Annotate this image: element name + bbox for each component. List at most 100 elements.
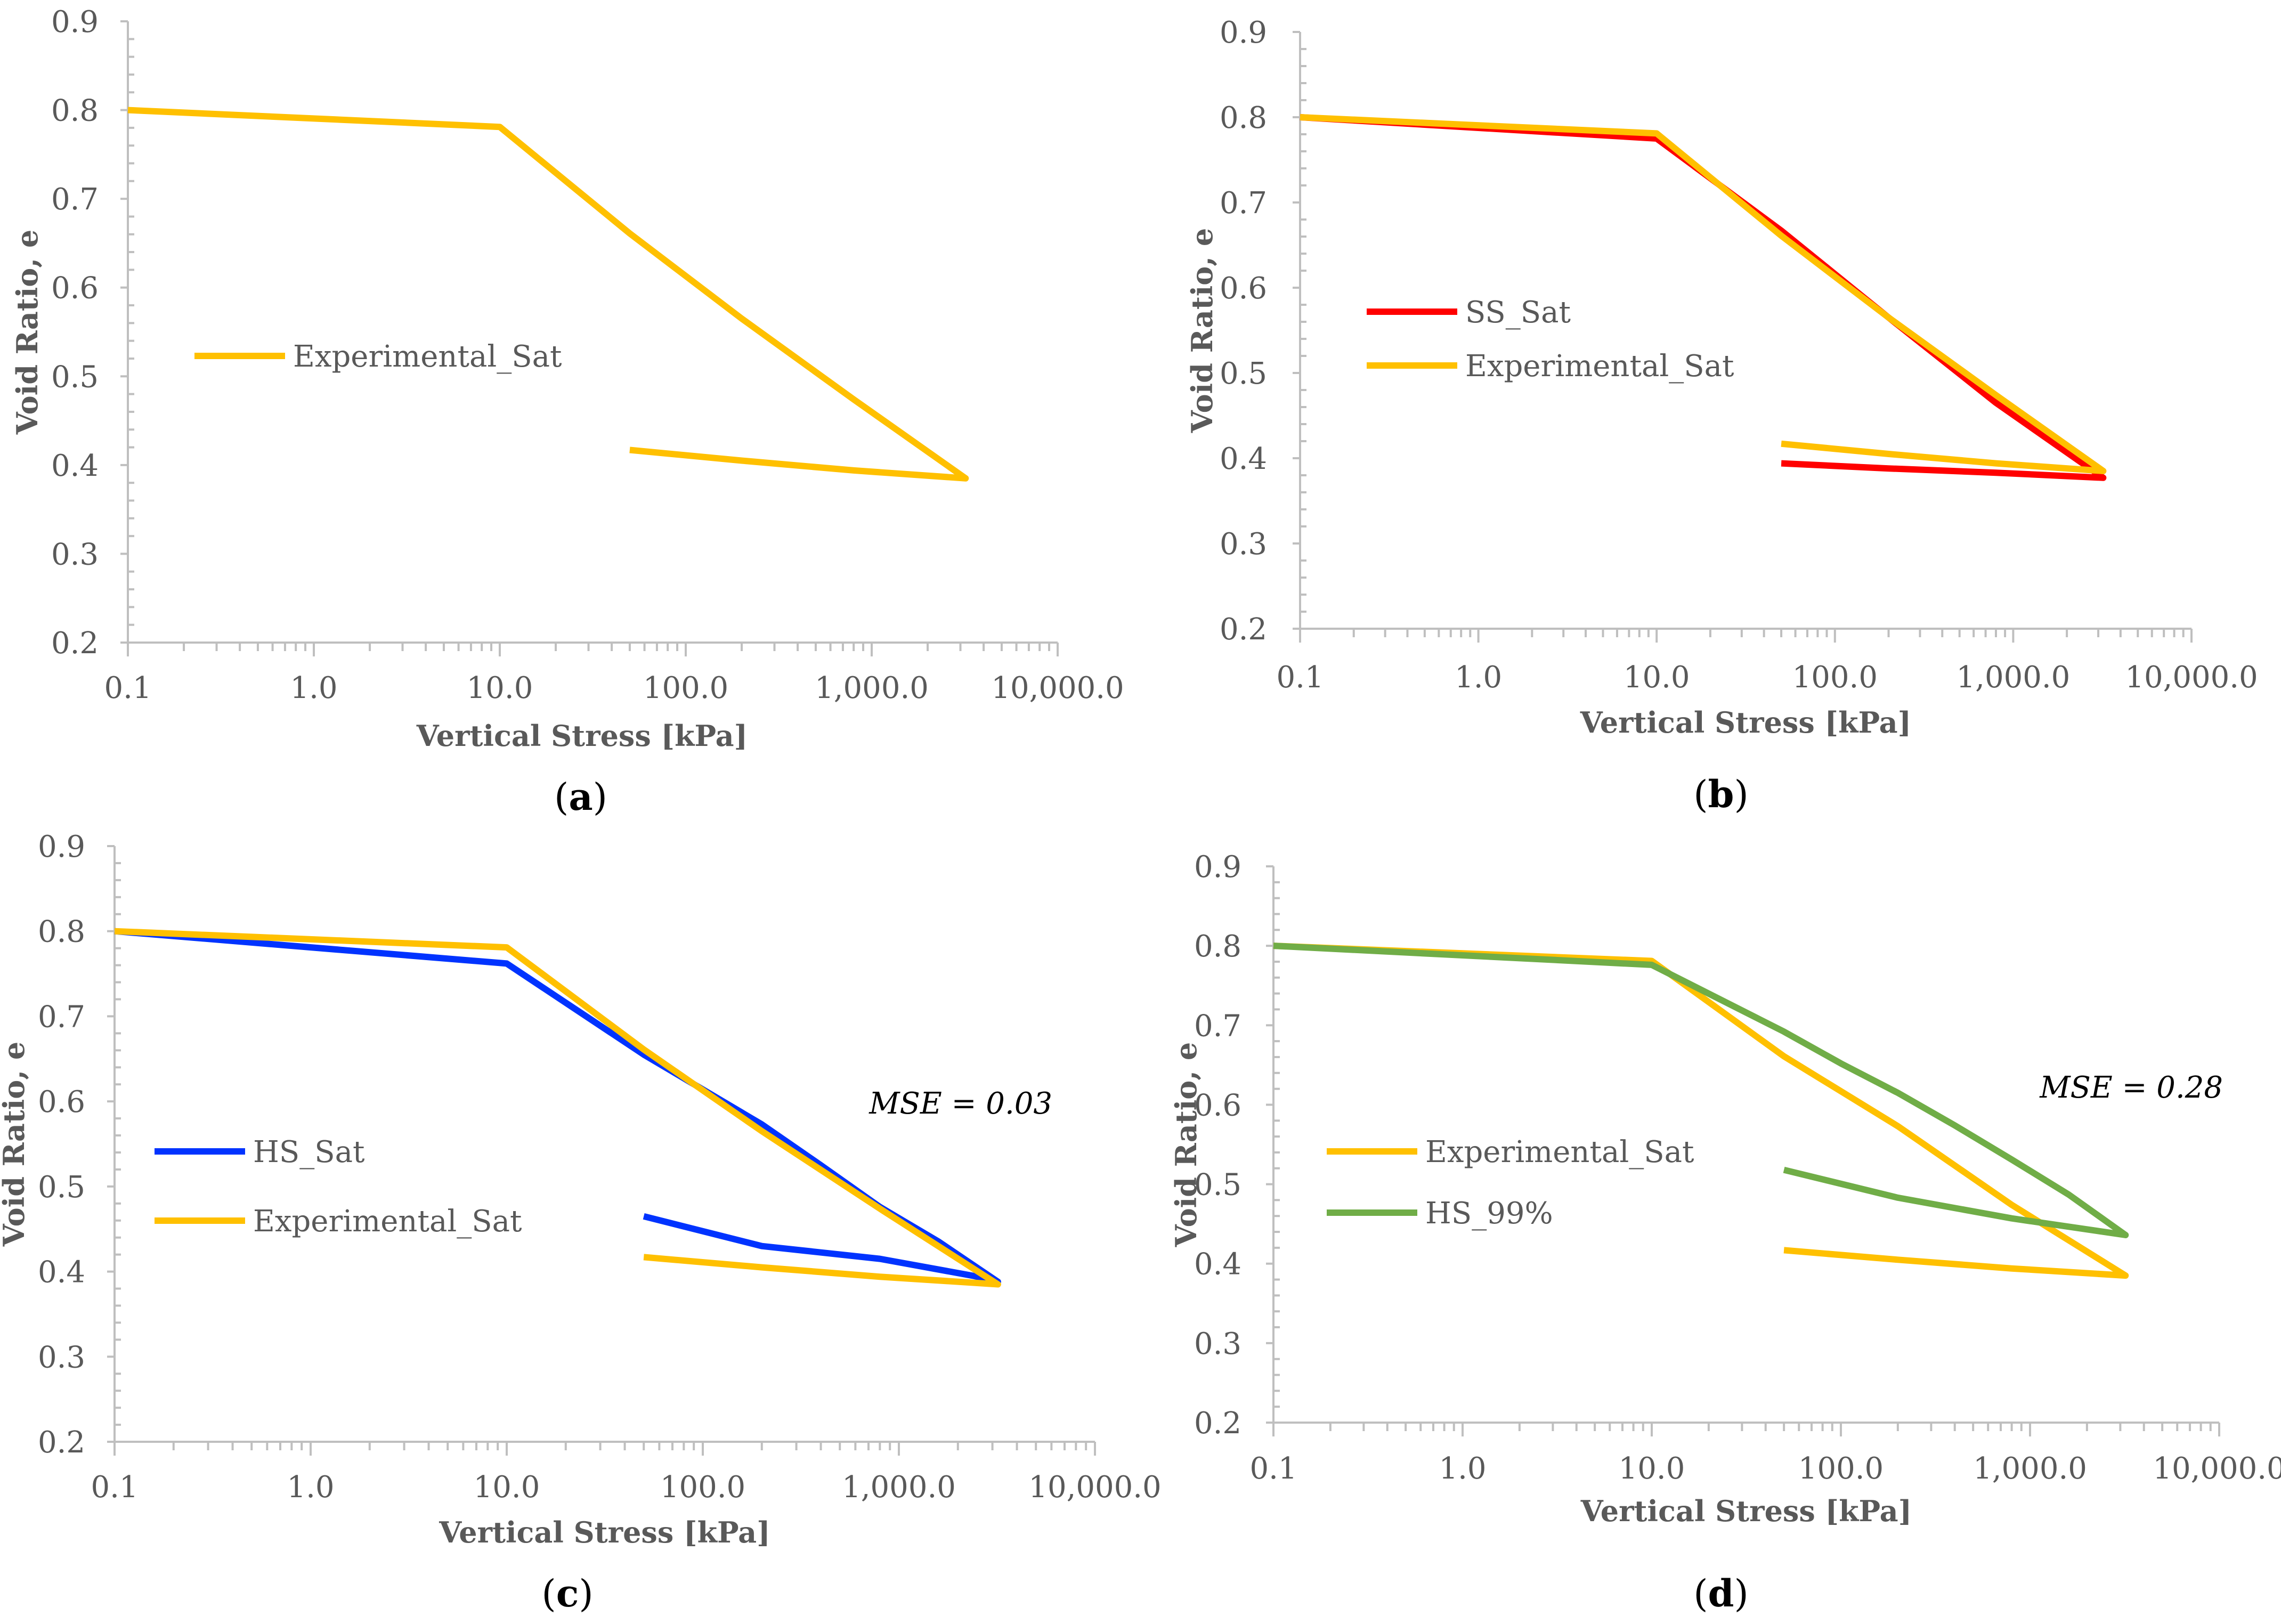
- panel-caption: (b): [1693, 772, 1749, 816]
- y-tick-label: 0.7: [38, 1000, 85, 1034]
- x-tick-label: 1.0: [287, 1470, 334, 1505]
- x-tick-label: 1,000.0: [815, 671, 929, 705]
- y-tick-label: 0.2: [38, 1425, 85, 1460]
- chart-panel-b: 0.2 0.3 0.4 0.5 0.6 0.7 0.8 0.9 0.1 1.0 10.0 100.0 1…: [1185, 15, 2258, 816]
- y-tick-label: 0.6: [1194, 1088, 1241, 1123]
- x-tick-label: 100.0: [643, 671, 728, 705]
- x-axis-title: Vertical Stress [kPa]: [439, 1515, 770, 1549]
- legend-item: SS_Sat: [1367, 295, 1571, 330]
- x-tick-label: 1,000.0: [1973, 1451, 2087, 1486]
- caption-letter: d: [1708, 1571, 1734, 1615]
- legend-item: Experimental_Sat: [1327, 1135, 1694, 1170]
- y-tick-label: 0.2: [51, 626, 99, 661]
- y-tick-label: 0.7: [51, 182, 99, 217]
- y-tick-label: 0.2: [1220, 612, 1267, 647]
- y-tick-label: 0.2: [1194, 1406, 1241, 1441]
- y-tick-label: 0.8: [51, 94, 99, 128]
- y-axis-title: Void Ratio, e: [10, 230, 44, 435]
- x-axis-title: Vertical Stress [kPa]: [1580, 705, 1911, 740]
- caption-paren: ): [1734, 773, 1748, 816]
- y-tick-label: 0.5: [1194, 1168, 1241, 1203]
- caption-paren: (: [541, 1572, 556, 1615]
- panel-caption: (c): [541, 1571, 593, 1615]
- x-tick-label: 1.0: [1455, 660, 1502, 695]
- y-tick-label: 0.5: [1220, 356, 1267, 391]
- y-tick-label: 0.4: [51, 449, 99, 483]
- legend-label: SS_Sat: [1465, 295, 1571, 330]
- panel-caption: (a): [554, 775, 607, 819]
- caption-paren: (: [1693, 1572, 1708, 1615]
- y-tick-label: 0.8: [1220, 101, 1267, 135]
- y-tick-label: 0.4: [1194, 1247, 1241, 1282]
- x-tick-label: 10.0: [1619, 1451, 1685, 1486]
- y-axis-title: Void Ratio, e: [1185, 228, 1219, 434]
- x-axis-title: Vertical Stress [kPa]: [416, 719, 748, 753]
- y-tick-label: 0.7: [1220, 186, 1267, 221]
- x-tick-label: 100.0: [1798, 1451, 1884, 1486]
- y-axis-title: Void Ratio, e: [0, 1042, 31, 1247]
- y-tick-label: 0.3: [51, 537, 99, 572]
- legend-item: Experimental_Sat: [1367, 349, 1734, 384]
- caption-paren: ): [579, 1572, 593, 1615]
- x-tick-label: 100.0: [1792, 660, 1878, 695]
- legend-item: HS_Sat: [155, 1135, 365, 1170]
- caption-letter: b: [1708, 772, 1734, 816]
- y-tick-label: 0.3: [38, 1340, 85, 1375]
- x-tick-label: 10,000.0: [2153, 1451, 2281, 1486]
- series-line-experimental-sat: [1300, 114, 2107, 474]
- x-tick-label: 10.0: [474, 1470, 540, 1505]
- y-tick-label: 0.6: [38, 1085, 85, 1119]
- y-tick-label: 0.8: [38, 915, 85, 949]
- x-tick-label: 0.1: [1276, 660, 1324, 695]
- caption-paren: ): [1734, 1572, 1748, 1615]
- x-axis-title: Vertical Stress [kPa]: [1580, 1494, 1912, 1528]
- x-tick-label: 1.0: [290, 671, 337, 705]
- caption-letter: c: [556, 1571, 579, 1615]
- y-tick-label: 0.9: [1194, 850, 1241, 884]
- chart-panel-d: 0.2 0.3 0.4 0.5 0.6 0.7 0.8 0.9 0.1 1.0 10.0 100.0 1…: [1169, 850, 2281, 1615]
- legend-item: HS_99%: [1327, 1196, 1553, 1231]
- y-tick-label: 0.3: [1220, 527, 1267, 562]
- mse-annotation: MSE = 0.28: [2039, 1070, 2223, 1105]
- y-tick-label: 0.3: [1194, 1327, 1241, 1361]
- x-tick-label: 0.1: [1249, 1451, 1297, 1486]
- y-tick-label: 0.9: [38, 830, 85, 864]
- y-tick-label: 0.6: [1220, 271, 1267, 306]
- series-line-hs-99-: [1273, 943, 2129, 1238]
- y-tick-label: 0.7: [1194, 1009, 1241, 1043]
- x-tick-label: 10,000.0: [991, 671, 1124, 705]
- legend-item: Experimental_Sat: [194, 339, 562, 374]
- x-tick-label: 1,000.0: [1957, 660, 2071, 695]
- x-tick-label: 1,000.0: [842, 1470, 956, 1505]
- x-tick-label: 0.1: [104, 671, 151, 705]
- x-tick-label: 1.0: [1439, 1451, 1486, 1486]
- caption-paren: (: [554, 775, 569, 819]
- x-tick-label: 10.0: [1624, 660, 1690, 695]
- chart-panel-a: 0.2 0.3 0.4 0.5 0.6 0.7 0.8 0.9 0.1 1.0 10.0 100.0 1…: [10, 5, 1124, 819]
- x-tick-label: 0.1: [91, 1470, 138, 1505]
- caption-letter: a: [569, 775, 592, 819]
- legend-item: Experimental_Sat: [155, 1204, 522, 1239]
- y-tick-label: 0.6: [51, 271, 99, 306]
- mse-annotation: MSE = 0.03: [868, 1086, 1052, 1121]
- panel-caption: (d): [1693, 1571, 1749, 1615]
- legend-label: Experimental_Sat: [293, 339, 562, 374]
- legend-label: Experimental_Sat: [1425, 1135, 1694, 1170]
- y-axis-title: Void Ratio, e: [1169, 1042, 1203, 1248]
- x-tick-label: 10,000.0: [1028, 1470, 1161, 1505]
- x-tick-label: 10,000.0: [2125, 660, 2258, 695]
- y-tick-label: 0.5: [51, 360, 99, 394]
- y-tick-label: 0.9: [51, 5, 99, 39]
- series-line-experimental-sat: [1273, 943, 2129, 1279]
- series-line-experimental-sat: [114, 928, 1001, 1288]
- caption-paren: (: [1693, 773, 1708, 816]
- legend-label: Experimental_Sat: [253, 1204, 522, 1239]
- y-tick-label: 0.8: [1194, 929, 1241, 964]
- series-line-experimental-sat: [127, 107, 969, 482]
- caption-paren: ): [593, 775, 607, 819]
- legend-label: HS_Sat: [253, 1135, 365, 1170]
- chart-panel-c: 0.2 0.3 0.4 0.5 0.6 0.7 0.8 0.9 0.1 1.0 10.0 100.0 1…: [0, 830, 1162, 1615]
- y-tick-label: 0.5: [38, 1170, 85, 1205]
- y-tick-label: 0.4: [38, 1255, 85, 1290]
